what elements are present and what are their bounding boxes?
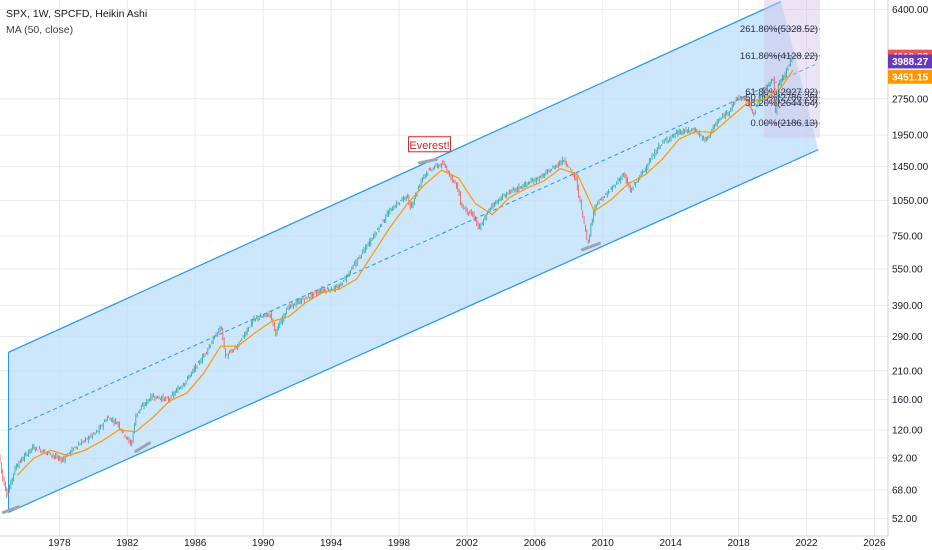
y-tick-label: 290.00 xyxy=(892,332,923,343)
price-tag-bg xyxy=(888,69,932,84)
y-tick-label: 750.00 xyxy=(892,232,923,243)
y-tick-label: 390.00 xyxy=(892,301,923,312)
time-axis-bg xyxy=(0,536,932,550)
fib-level-label: 61.80%(2927.92) xyxy=(745,87,818,98)
y-tick-label: 92.00 xyxy=(892,454,917,465)
x-tick-label: 2022 xyxy=(795,538,818,549)
fib-level-label: 50.00%(2786.28) xyxy=(745,92,818,103)
fib-level-label: 161.80%(4128.22) xyxy=(740,51,818,62)
fib-level-label: 0.00%(2186.13) xyxy=(750,118,818,129)
channel-lower-line xyxy=(8,149,819,513)
price-tag-label: 3988.27 xyxy=(892,57,929,68)
y-tick-label: 160.00 xyxy=(892,395,923,406)
y-tick-label: 1450.00 xyxy=(892,162,929,173)
ma-line xyxy=(16,69,794,476)
price-tag-bg xyxy=(888,54,932,69)
y-tick-label: 1050.00 xyxy=(892,196,929,207)
x-tick-label: 1990 xyxy=(252,538,275,549)
regression-channel xyxy=(7,0,819,513)
support-marker xyxy=(134,441,151,453)
channel-fill xyxy=(8,1,819,513)
x-tick-label: 1982 xyxy=(116,538,139,549)
x-tick-label: 1986 xyxy=(184,538,207,549)
y-tick-label: 6400.00 xyxy=(892,5,929,16)
x-tick-label: 2014 xyxy=(660,538,683,549)
price-axis-bg xyxy=(888,0,932,550)
fibonacci-extension: 261.80%(5328.52) 161.80%(4128.22) 61.80%(2… xyxy=(740,0,821,138)
x-tick-label: 2018 xyxy=(727,538,750,549)
x-tick-label: 1998 xyxy=(388,538,411,549)
price-axis[interactable]: 6400.00 2750.00 1950.00 1450.00 1050.00 750.0… xyxy=(887,0,932,550)
support-marker xyxy=(417,157,438,165)
time-axis[interactable]: 1978 1982 1986 1990 1994 1998 2002 2006 2010 2014… xyxy=(0,535,932,550)
y-tick-label: 52.00 xyxy=(892,514,917,525)
x-tick-label: 2006 xyxy=(524,538,547,549)
support-marker xyxy=(580,241,601,252)
price-tag-label: 3451.15 xyxy=(892,72,929,83)
annotation-box xyxy=(408,136,452,153)
symbol-title[interactable]: SPX, 1W, SPCFD, Heikin Ashi xyxy=(6,8,148,20)
channel-upper-line xyxy=(8,0,782,353)
annotations: Everest! xyxy=(1,136,601,514)
x-tick-label: 2002 xyxy=(456,538,479,549)
y-tick-label: 550.00 xyxy=(892,264,923,275)
y-tick-label: 2750.00 xyxy=(892,94,929,105)
annotation-text: Everest! xyxy=(409,140,449,152)
y-tick-label: 1950.00 xyxy=(892,131,929,142)
channel-mid-line xyxy=(8,64,816,431)
y-tick-label: 68.00 xyxy=(892,485,917,496)
y-tick-label: 210.00 xyxy=(892,366,923,377)
x-tick-label: 2010 xyxy=(592,538,615,549)
x-tick-label: 2026 xyxy=(863,538,886,549)
x-tick-label: 1994 xyxy=(320,538,343,549)
ma-50 xyxy=(16,69,794,476)
indicator-legend[interactable]: MA (50, close) xyxy=(6,24,74,36)
fib-level-label: 261.80%(5328.52) xyxy=(740,24,818,35)
fib-level-label: 38.20%(2644.64) xyxy=(745,98,818,109)
support-marker xyxy=(1,505,21,514)
fib-box xyxy=(764,0,821,138)
y-tick-label: 120.00 xyxy=(892,425,923,436)
x-tick-label: 1978 xyxy=(48,538,71,549)
